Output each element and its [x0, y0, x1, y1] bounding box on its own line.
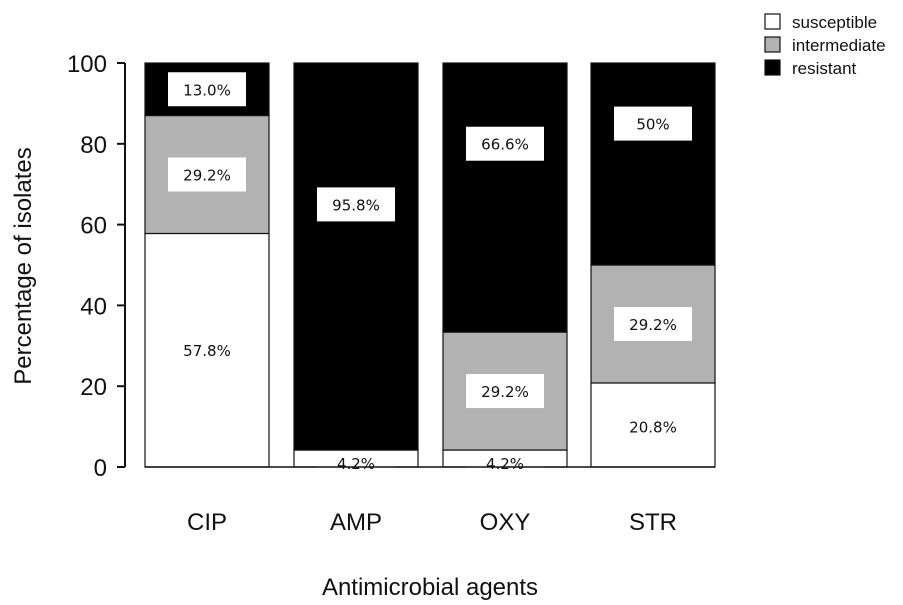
data-label-box	[317, 452, 395, 474]
x-tick-label: CIP	[187, 509, 227, 536]
legend: susceptible intermediate resistant	[764, 13, 886, 78]
legend-label: intermediate	[792, 36, 886, 55]
data-label: 13.0%	[183, 81, 231, 99]
data-label-box	[317, 187, 395, 222]
data-label-box	[466, 452, 544, 474]
legend-swatch-resistant	[764, 59, 781, 76]
y-tick-label: 60	[80, 213, 107, 240]
bars-group: 57.8% 4.2% 4.2% 20.8% 29.2% 29.2% 29.2% 13.0% 95…	[144, 62, 716, 474]
data-label: 66.6%	[481, 136, 529, 154]
data-label: 4.2%	[337, 455, 375, 473]
y-tick-label: 100	[67, 51, 107, 78]
category-labels: CIP AMP OXY STR	[187, 509, 677, 536]
x-axis-label: Antimicrobial agents	[322, 574, 538, 601]
legend-swatch-susceptible	[764, 13, 781, 30]
data-label-box	[614, 306, 692, 341]
bar-segment-resistant	[590, 62, 716, 266]
bar-segment-resistant	[293, 62, 419, 451]
x-tick-label: STR	[629, 509, 677, 536]
data-label-box	[466, 374, 544, 409]
y-tick-label: 20	[80, 374, 107, 401]
legend-label: resistant	[792, 59, 857, 78]
x-tick-label: OXY	[480, 509, 531, 536]
data-label-box	[466, 126, 544, 161]
data-label: 4.2%	[486, 455, 524, 473]
data-label: 50%	[636, 116, 669, 134]
bar-segment-resistant	[442, 62, 568, 333]
data-label: 29.2%	[183, 167, 231, 185]
y-tick-label: 0	[94, 455, 107, 482]
data-label: 20.8%	[629, 419, 677, 437]
y-tick-label: 40	[80, 293, 107, 320]
data-label-box	[168, 157, 246, 192]
data-label: 29.2%	[629, 316, 677, 334]
data-label-box	[168, 333, 246, 368]
y-axis: 0 20 40 60 80 100	[67, 51, 126, 482]
legend-swatch-intermediate	[764, 36, 781, 53]
bar-segment-susceptible	[590, 382, 716, 468]
data-label: 57.8%	[183, 342, 231, 360]
data-label: 29.2%	[481, 383, 529, 401]
legend-label: susceptible	[792, 13, 877, 32]
data-label-box	[614, 409, 692, 444]
y-tick-label: 80	[80, 132, 107, 159]
x-tick-label: AMP	[330, 509, 382, 536]
data-label-box	[168, 72, 246, 107]
data-label: 95.8%	[332, 196, 380, 214]
data-label-box	[614, 106, 692, 141]
y-axis-label: Percentage of isolates	[10, 147, 37, 384]
